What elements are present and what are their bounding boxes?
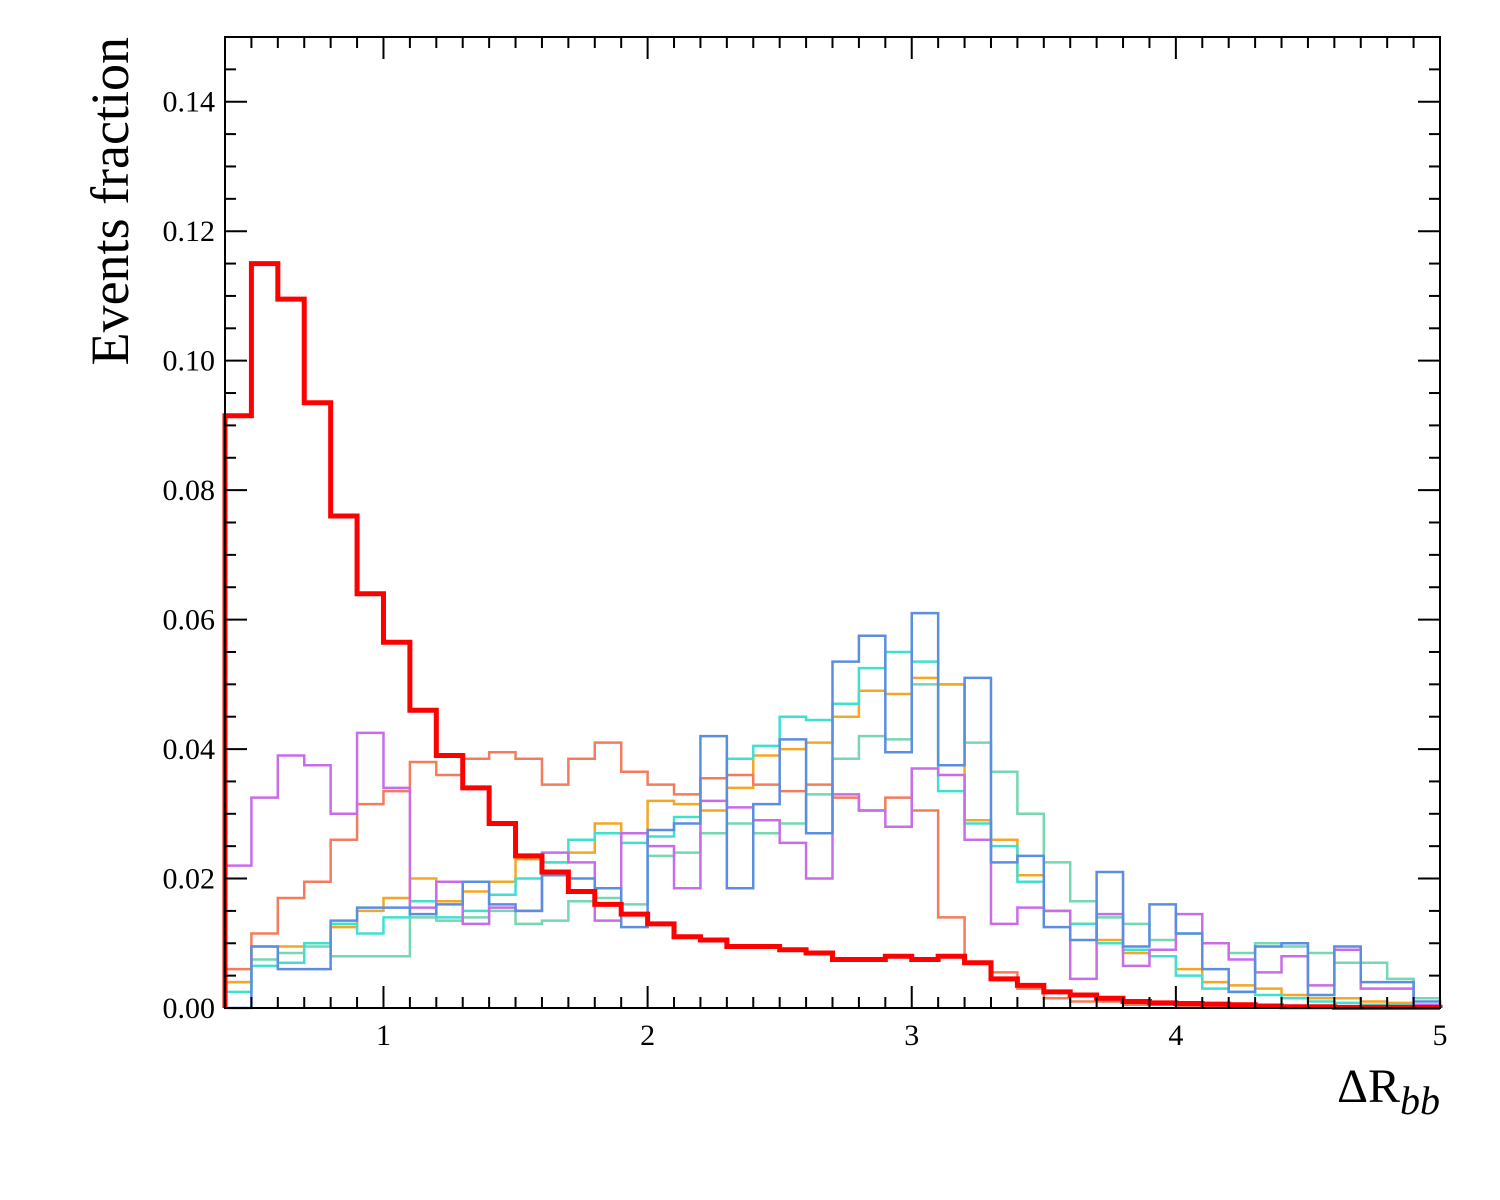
x-tick-label: 4 (1168, 1019, 1183, 1052)
x-axis-title-main: ΔR (1337, 1060, 1400, 1113)
series-line-6 (225, 611, 1442, 1010)
y-axis-title: Events fraction (80, 37, 140, 365)
x-tick-label: 5 (1433, 1019, 1448, 1052)
y-tick-label: 0.14 (163, 86, 216, 119)
y-tick-label: 0.06 (163, 604, 216, 637)
series-line-7 (222, 261, 1443, 1010)
tick-labels-layer: 1 2 3 4 5 0.00 0.02 0.04 0.06 0.08 0.10 0.12 0.14 (163, 86, 1448, 1052)
x-axis-title: ΔRbb (1337, 1060, 1440, 1123)
y-tick-label: 0.08 (163, 474, 216, 507)
y-tick-label: 0.04 (163, 733, 216, 766)
x-axis-title-subscript: bb (1400, 1078, 1440, 1123)
plot-frame (224, 36, 1441, 1009)
series-line-5 (223, 731, 1442, 1008)
y-tick-label: 0.12 (163, 215, 216, 248)
y-tick-label: 0.10 (163, 345, 216, 378)
x-tick-label: 3 (904, 1019, 919, 1052)
x-tick-label: 2 (640, 1019, 655, 1052)
x-tick-label: 1 (376, 1019, 391, 1052)
y-tick-label: 0.02 (163, 863, 216, 896)
ticks-layer (224, 36, 1441, 1009)
y-tick-label: 0.00 (163, 992, 216, 1025)
series-layer (222, 261, 1443, 1010)
